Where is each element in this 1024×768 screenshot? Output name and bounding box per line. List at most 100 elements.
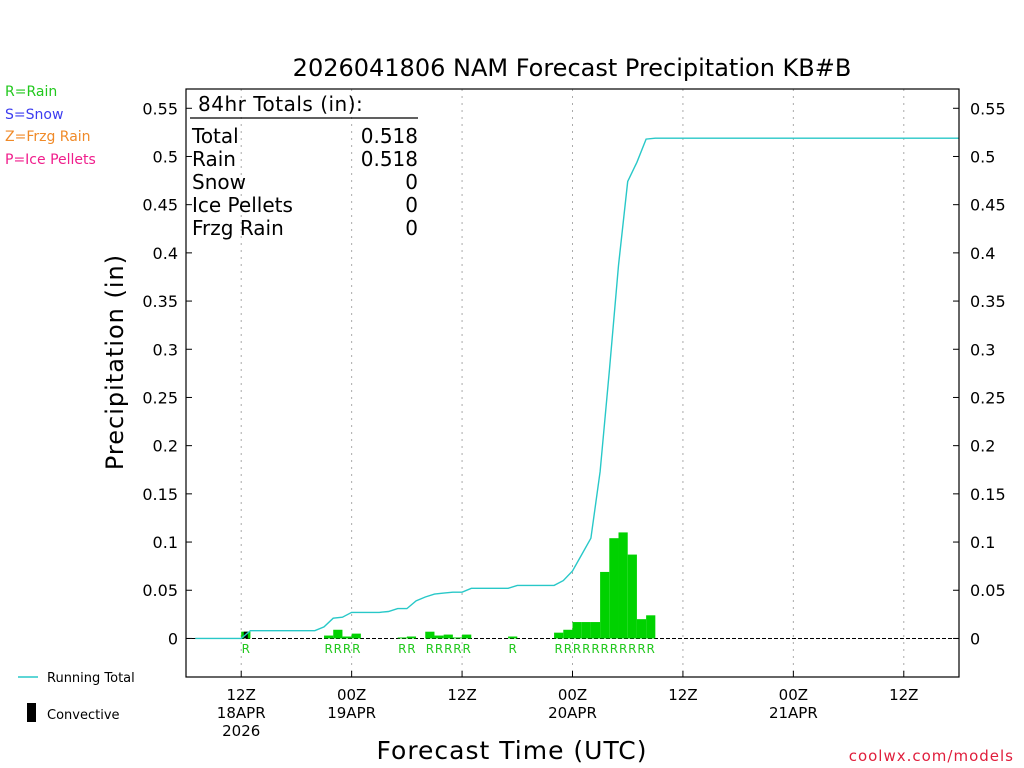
x-tick-label: 12Z (889, 686, 918, 704)
precip-type-label: R (573, 642, 581, 656)
y-tick-label: 0.2 (153, 437, 178, 456)
totals-row-label: Snow (192, 170, 246, 194)
y-tick-label: 0.1 (970, 533, 995, 552)
precip-bar (572, 622, 582, 639)
precip-type-label: R (426, 642, 434, 656)
y-tick-label: 0.5 (970, 147, 995, 166)
precip-type-label: R (582, 642, 590, 656)
y-tick-label: 0.55 (970, 99, 1006, 118)
totals-row-value: 0 (405, 193, 418, 217)
precip-type-label: R (444, 642, 452, 656)
totals-row-value: 0.518 (361, 147, 418, 171)
precip-bar (342, 636, 352, 639)
y-tick-label: 0.35 (142, 292, 178, 311)
precip-bar (351, 633, 361, 639)
y-tick-label: 0.3 (153, 340, 178, 359)
precip-bar (452, 637, 463, 639)
precip-type-label: R (343, 642, 351, 656)
x-axis-label: Forecast Time (UTC) (377, 736, 648, 765)
convective-legend: Convective (47, 708, 120, 723)
precip-type-label: R (407, 642, 415, 656)
precip-type-label: R (637, 642, 645, 656)
totals-row-value: 0.518 (361, 124, 418, 148)
y-tick-label: 0.1 (153, 533, 178, 552)
precip-type-label: R (591, 642, 599, 656)
type-legend: R=Rain S=Snow Z=Frzg Rain P=Ice Pellets (5, 84, 96, 168)
legend-snow: S=Snow (5, 107, 63, 123)
precip-type-label: R (463, 642, 471, 656)
precip-bar (397, 637, 407, 639)
precip-type-label: R (509, 642, 517, 656)
precip-type-label: R (398, 642, 406, 656)
y-tick-label: 0.4 (970, 244, 995, 263)
x-tick-label: 00Z (779, 686, 808, 704)
y-tick-label: 0 (970, 629, 980, 648)
precip-bar (462, 634, 472, 639)
precip-type-label: R (453, 642, 461, 656)
y-ticks-right: 0 0.05 0.1 0.15 0.2 0.25 0.3 0.35 0.4 0.45 0.5 0.55 (953, 99, 1006, 648)
x-tick-label: 20APR (548, 704, 597, 722)
y-ticks-left: 0 0.05 0.1 0.15 0.2 0.25 0.3 0.35 0.4 0.45 0.5 0.55 (142, 99, 192, 648)
precip-type-label: R (555, 642, 563, 656)
y-tick-label: 0.3 (970, 340, 995, 359)
totals-row-value: 0 (405, 170, 418, 194)
precip-type-label: R (601, 642, 609, 656)
precip-type-label: R (619, 642, 627, 656)
precip-type-label: R (324, 642, 332, 656)
precip-type-label: R (435, 642, 443, 656)
y-tick-label: 0.45 (970, 196, 1006, 215)
y-tick-label: 0.5 (153, 147, 178, 166)
totals-row-label: Rain (192, 147, 236, 171)
precip-type-label: R (242, 642, 250, 656)
totals-row-value: 0 (405, 216, 418, 240)
y-axis-label: Precipitation (in) (101, 254, 129, 470)
totals-box: 84hr Totals (in): Total 0.518 Rain 0.518… (190, 92, 418, 240)
y-tick-label: 0.05 (142, 581, 178, 600)
precip-bar (627, 554, 637, 639)
precip-bar (646, 615, 656, 639)
precip-bar (508, 636, 518, 639)
series-legend: Running Total Convective (18, 671, 135, 723)
precip-bar (581, 622, 591, 639)
precip-type-label: R (628, 642, 636, 656)
x-tick-label: 19APR (327, 704, 376, 722)
precip-bar (434, 635, 444, 639)
x-tick-label: 12Z (227, 686, 256, 704)
totals-row-label: Frzg Rain (192, 216, 284, 240)
legend-frzg-rain: Z=Frzg Rain (5, 129, 91, 145)
running-total-line (195, 137, 959, 640)
x-tick-label: 21APR (769, 704, 818, 722)
precip-type-label: R (564, 642, 572, 656)
y-tick-label: 0.35 (970, 292, 1006, 311)
precip-bar (600, 571, 610, 639)
x-tick-label: 2026 (222, 722, 260, 740)
convective-swatch (27, 703, 36, 722)
precip-type-label: R (610, 642, 618, 656)
y-tick-label: 0 (168, 629, 178, 648)
precip-type-label: R (647, 642, 655, 656)
precip-bar (609, 538, 619, 639)
y-tick-label: 0.25 (142, 388, 178, 407)
x-tick-label: 18APR (217, 704, 266, 722)
precip-type-label: R (352, 642, 360, 656)
running-total-legend: Running Total (47, 671, 135, 686)
y-tick-label: 0.2 (970, 437, 995, 456)
x-tick-label: 12Z (447, 686, 476, 704)
precip-bar (406, 636, 417, 639)
legend-ice-pellets: P=Ice Pellets (5, 152, 96, 168)
precip-bar (425, 631, 435, 639)
y-tick-label: 0.4 (153, 244, 178, 263)
precip-bar (590, 622, 601, 639)
precip-bar (618, 532, 628, 639)
grid-lines (240, 89, 905, 677)
y-tick-label: 0.25 (970, 388, 1006, 407)
precip-type-label: R (334, 642, 342, 656)
site-credit: coolwx.com/models (849, 747, 1014, 765)
y-tick-label: 0.05 (970, 581, 1006, 600)
x-tick-label: 00Z (558, 686, 587, 704)
precip-bar (324, 635, 334, 639)
y-tick-label: 0.15 (142, 485, 178, 504)
